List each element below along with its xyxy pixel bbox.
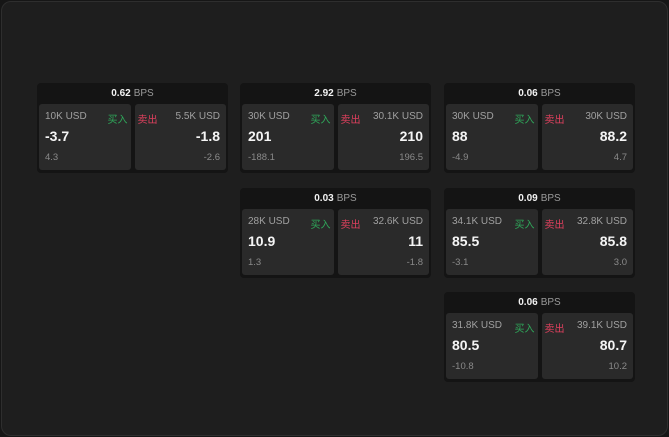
quote-card: 0.03 BPS 28K USD 买入 10.9 1.3 卖出 32.6K USD… <box>240 188 431 278</box>
sell-price: 210 <box>399 128 423 144</box>
buy-label: 买入 <box>310 115 331 126</box>
buy-button[interactable]: 30K USD 买入 201 -188.1 <box>242 104 334 170</box>
spread-unit: BPS <box>336 193 357 204</box>
spread-header: 0.06 BPS <box>444 83 635 104</box>
sell-button[interactable]: 卖出 32.8K USD 85.8 3.0 <box>541 209 633 275</box>
spread-unit: BPS <box>540 193 561 204</box>
buy-button[interactable]: 30K USD 买入 88 -4.9 <box>446 104 538 170</box>
sell-quantity: 32.8K USD <box>576 216 627 227</box>
buy-quantity: 10K USD <box>45 111 87 122</box>
sell-button[interactable]: 卖出 39.1K USD 80.7 10.2 <box>541 313 633 379</box>
sell-button[interactable]: 卖出 5.5K USD -1.8 -2.6 <box>134 104 226 170</box>
sell-price: 80.7 <box>599 337 627 353</box>
spread-header: 2.92 BPS <box>240 83 431 104</box>
buy-price: 80.5 <box>452 337 480 353</box>
sell-price: 88.2 <box>599 128 627 144</box>
buy-quantity: 34.1K USD <box>452 216 503 227</box>
sell-change: -1.8 <box>406 257 423 268</box>
buy-label: 买入 <box>310 220 331 231</box>
buy-label: 买入 <box>514 324 535 335</box>
sell-label: 卖出 <box>340 220 361 231</box>
spread-value: 0.62 <box>111 88 131 99</box>
quote-card: 0.06 BPS 30K USD 买入 88 -4.9 卖出 30K USD 88… <box>444 83 635 173</box>
sell-quantity: 39.1K USD <box>576 320 627 331</box>
sell-price: 85.8 <box>599 233 627 249</box>
spread-value: 2.92 <box>314 88 334 99</box>
sell-quantity: 5.5K USD <box>175 111 220 122</box>
buy-change: -10.8 <box>452 361 474 372</box>
sell-price: -1.8 <box>195 128 220 144</box>
buy-label: 买入 <box>514 115 535 126</box>
buy-quantity: 31.8K USD <box>452 320 503 331</box>
spread-value: 0.03 <box>314 193 334 204</box>
spread-header: 0.06 BPS <box>444 292 635 313</box>
buy-change: -3.1 <box>452 257 469 268</box>
buy-change: -188.1 <box>248 152 275 163</box>
spread-unit: BPS <box>336 88 357 99</box>
buy-price: 88 <box>452 128 468 144</box>
quote-card: 0.06 BPS 31.8K USD 买入 80.5 -10.8 卖出 39.1K… <box>444 292 635 382</box>
sell-label: 卖出 <box>137 115 158 126</box>
quote-card: 2.92 BPS 30K USD 买入 201 -188.1 卖出 30.1K U… <box>240 83 431 173</box>
spread-value: 0.06 <box>518 88 538 99</box>
sell-button[interactable]: 卖出 30.1K USD 210 196.5 <box>337 104 429 170</box>
quote-card: 0.09 BPS 34.1K USD 买入 85.5 -3.1 卖出 32.8K … <box>444 188 635 278</box>
sell-change: 3.0 <box>613 257 627 268</box>
buy-price: -3.7 <box>45 128 70 144</box>
buy-label: 买入 <box>107 115 128 126</box>
buy-button[interactable]: 10K USD 买入 -3.7 4.3 <box>39 104 131 170</box>
sell-button[interactable]: 卖出 30K USD 88.2 4.7 <box>541 104 633 170</box>
sell-quantity: 30.1K USD <box>372 111 423 122</box>
spread-value: 0.09 <box>518 193 538 204</box>
buy-change: -4.9 <box>452 152 469 163</box>
sell-change: 4.7 <box>613 152 627 163</box>
buy-label: 买入 <box>514 220 535 231</box>
buy-button[interactable]: 34.1K USD 买入 85.5 -3.1 <box>446 209 538 275</box>
sell-quantity: 32.6K USD <box>372 216 423 227</box>
sell-change: 10.2 <box>608 361 628 372</box>
sell-quantity: 30K USD <box>585 111 627 122</box>
buy-button[interactable]: 31.8K USD 买入 80.5 -10.8 <box>446 313 538 379</box>
sell-label: 卖出 <box>544 324 565 335</box>
quote-card: 0.62 BPS 10K USD 买入 -3.7 4.3 卖出 5.5K USD … <box>37 83 228 173</box>
spread-unit: BPS <box>540 297 561 308</box>
spread-header: 0.03 BPS <box>240 188 431 209</box>
sell-label: 卖出 <box>544 115 565 126</box>
spread-value: 0.06 <box>518 297 538 308</box>
sell-label: 卖出 <box>544 220 565 231</box>
sell-label: 卖出 <box>340 115 361 126</box>
buy-quantity: 30K USD <box>452 111 494 122</box>
buy-quantity: 28K USD <box>248 216 290 227</box>
buy-change: 1.3 <box>248 257 262 268</box>
buy-button[interactable]: 28K USD 买入 10.9 1.3 <box>242 209 334 275</box>
sell-change: 196.5 <box>399 152 423 163</box>
spread-header: 0.09 BPS <box>444 188 635 209</box>
buy-price: 10.9 <box>248 233 276 249</box>
buy-price: 85.5 <box>452 233 480 249</box>
sell-button[interactable]: 卖出 32.6K USD 11 -1.8 <box>337 209 429 275</box>
buy-change: 4.3 <box>45 152 59 163</box>
sell-price: 11 <box>408 233 423 249</box>
spread-unit: BPS <box>540 88 561 99</box>
sell-change: -2.6 <box>203 152 220 163</box>
buy-quantity: 30K USD <box>248 111 290 122</box>
buy-price: 201 <box>248 128 272 144</box>
spread-unit: BPS <box>133 88 154 99</box>
spread-header: 0.62 BPS <box>37 83 228 104</box>
